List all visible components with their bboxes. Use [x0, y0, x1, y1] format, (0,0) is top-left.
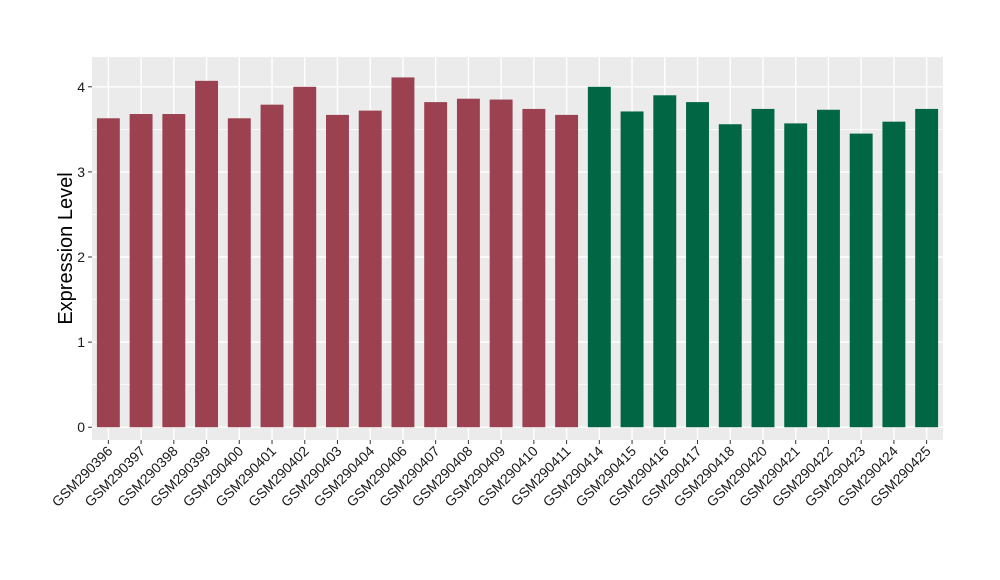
y-tick-label: 3 — [77, 164, 85, 180]
bar-GSM290422 — [816, 109, 840, 428]
bar-GSM290399 — [195, 80, 219, 428]
y-tick-label: 4 — [77, 79, 85, 95]
y-tick-label: 0 — [77, 419, 85, 435]
bar-GSM290409 — [489, 99, 513, 428]
bar-GSM290402 — [293, 86, 317, 428]
y-tick-label: 2 — [77, 249, 85, 265]
bar-GSM290424 — [882, 121, 906, 428]
bar-GSM290416 — [653, 95, 677, 428]
bar-GSM290420 — [751, 108, 775, 428]
y-axis: 0 1 2 3 4 — [77, 79, 92, 435]
bar-GSM290406 — [391, 77, 415, 428]
bar-GSM290414 — [587, 86, 611, 428]
y-axis-title: Expression Level — [55, 172, 77, 324]
bar-GSM290408 — [456, 98, 480, 428]
bar-GSM290411 — [555, 114, 579, 428]
bar-GSM290410 — [522, 108, 546, 428]
bar-GSM290398 — [162, 114, 186, 428]
bar-GSM290418 — [718, 124, 742, 428]
bar-GSM290400 — [227, 118, 251, 428]
bar-GSM290403 — [326, 114, 349, 428]
bars — [96, 77, 939, 428]
x-axis: GSM290396GSM290397GSM290398GSM290399GSM2… — [49, 440, 934, 510]
y-tick-label: 1 — [77, 334, 85, 350]
bar-GSM290425 — [915, 108, 939, 428]
bar-GSM290417 — [686, 102, 709, 428]
bar-GSM290401 — [260, 104, 284, 428]
bar-GSM290421 — [784, 123, 808, 428]
bar-GSM290397 — [129, 114, 153, 428]
bar-GSM290407 — [424, 102, 448, 428]
plot-panel — [92, 57, 943, 440]
bar-GSM290423 — [849, 133, 873, 428]
bar-GSM290404 — [358, 110, 382, 428]
bar-GSM290415 — [620, 111, 644, 428]
bar-GSM290396 — [96, 118, 120, 428]
